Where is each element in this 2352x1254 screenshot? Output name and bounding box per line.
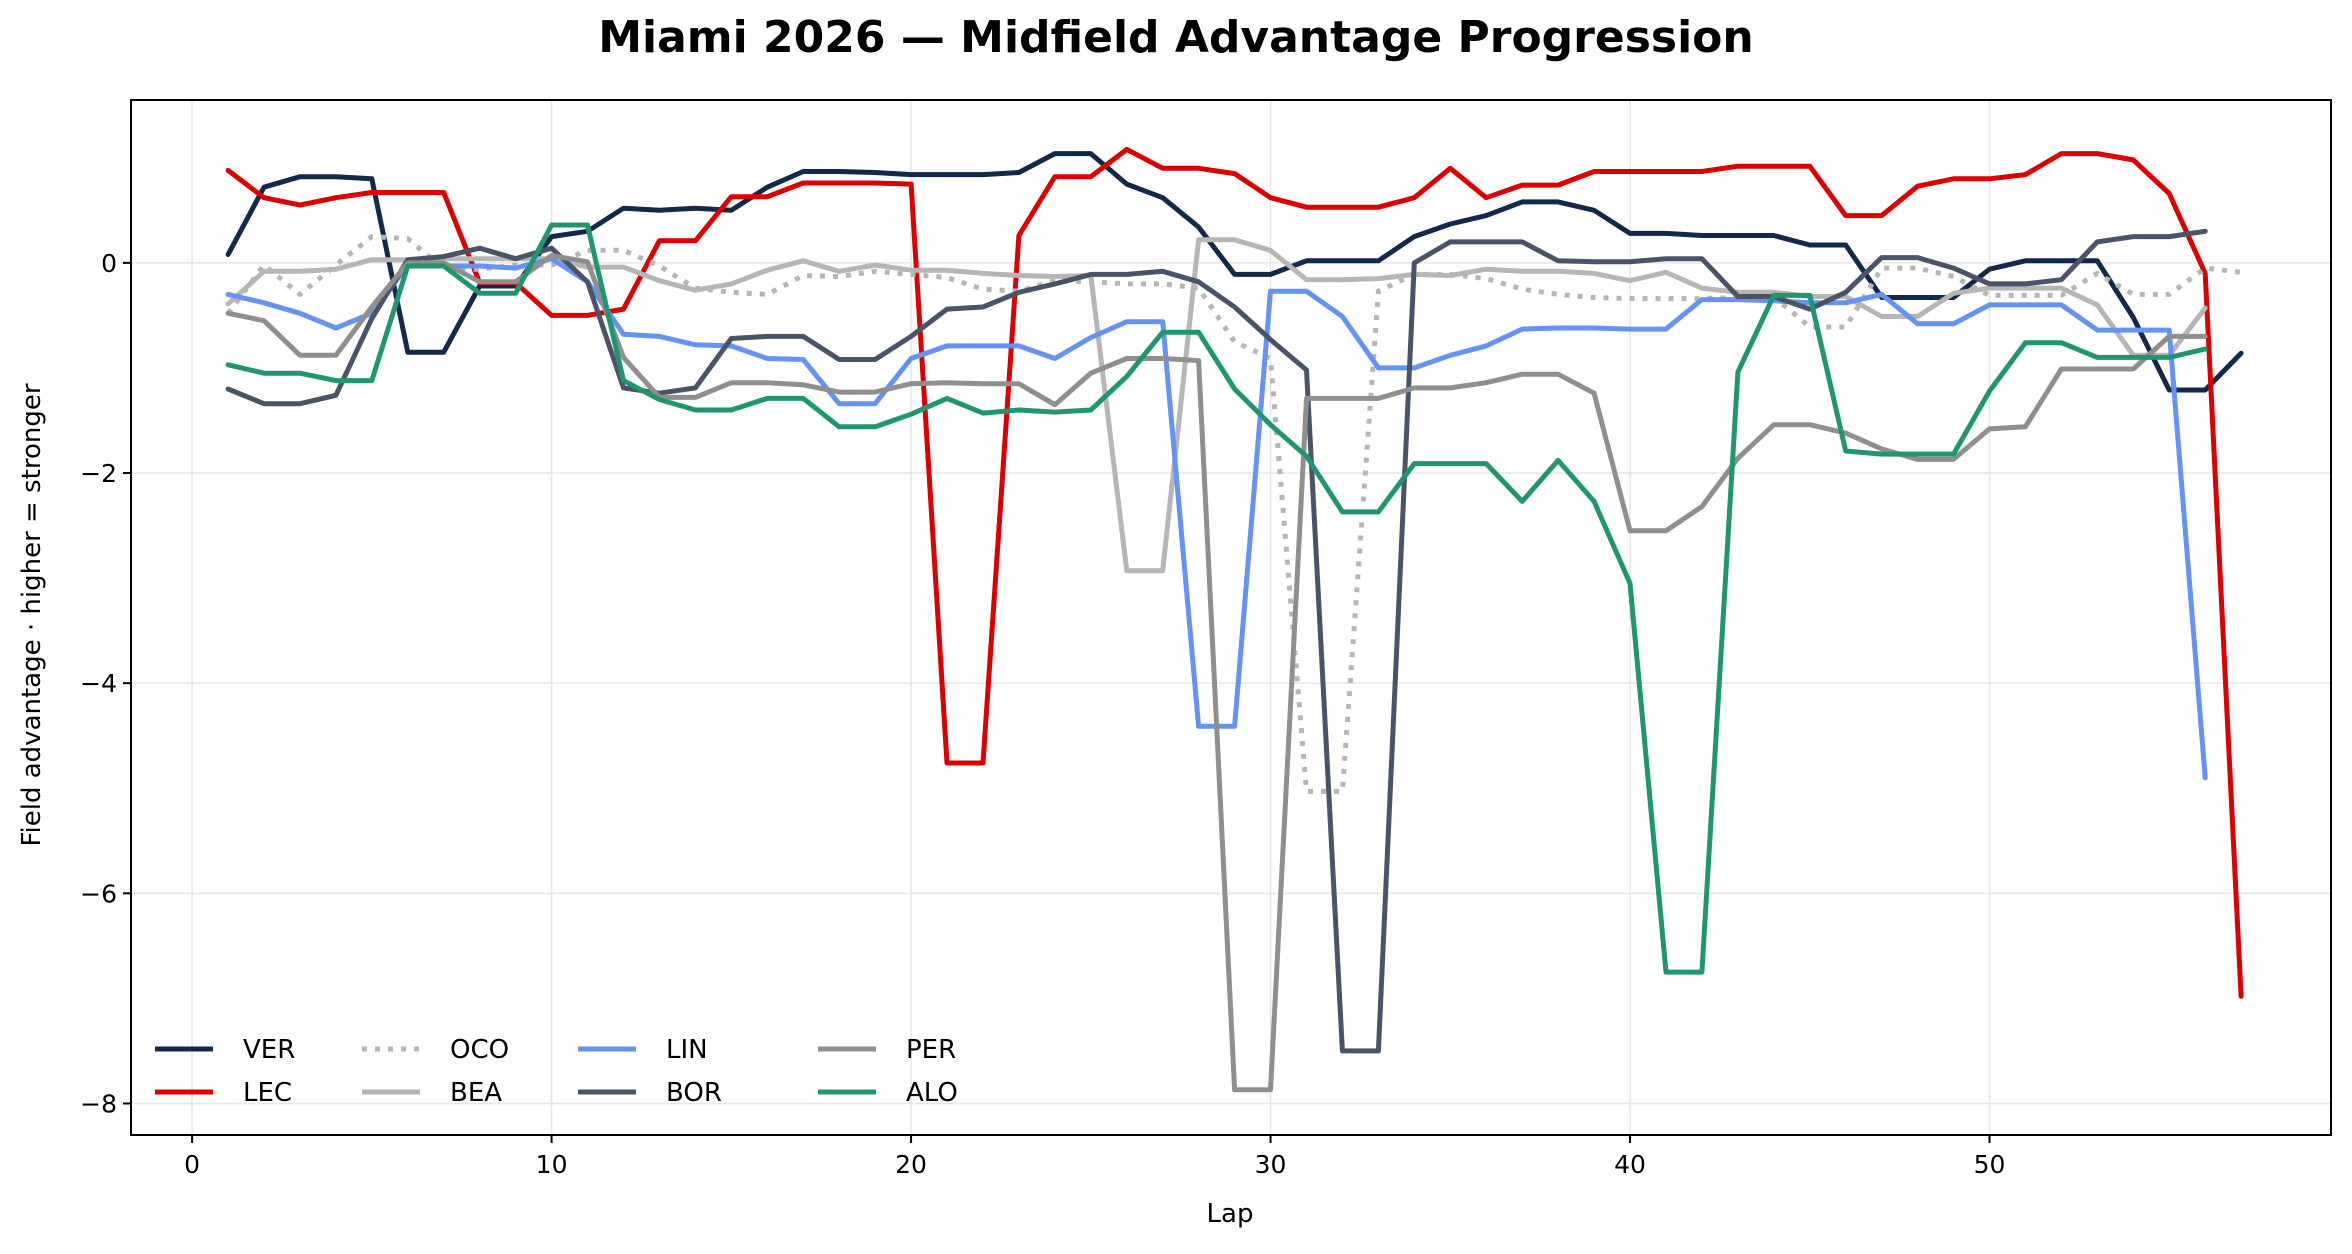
legend-label: VER [243, 1035, 295, 1065]
x-tick-label: 0 [184, 1150, 200, 1179]
chart-title: Miami 2026 — Midfield Advantage Progress… [598, 12, 1753, 63]
y-tick-label: −4 [80, 669, 117, 698]
y-tick-label: −6 [80, 879, 117, 908]
legend: VER LEC OCO BEA LIN BOR PER ALO [155, 1035, 958, 1108]
legend-item-ver: VER [155, 1035, 295, 1065]
series-line-per [225, 253, 2208, 1093]
x-tick-label: 20 [895, 1150, 927, 1179]
series-line-lec [225, 146, 2244, 999]
x-tick-label: 30 [1255, 1150, 1287, 1179]
legend-item-lin: LIN [578, 1035, 708, 1065]
legend-item-per: PER [818, 1035, 956, 1065]
legend-item-bor: BOR [578, 1078, 722, 1108]
x-tick-label: 50 [1974, 1150, 2006, 1179]
axis-ticks: 0 10 20 30 40 50 −8 −6 −4 −2 0 [80, 249, 2005, 1179]
x-axis-label: Lap [1207, 1199, 1254, 1229]
legend-item-bea: BEA [362, 1078, 502, 1108]
series-line-ver [225, 151, 2244, 393]
series-line-alo [225, 222, 2208, 975]
legend-label: PER [906, 1035, 956, 1065]
legend-item-lec: LEC [155, 1078, 292, 1108]
plot-frame [130, 99, 2332, 1136]
y-tick-label: −2 [80, 459, 117, 488]
series-layer [225, 146, 2244, 1093]
legend-item-oco: OCO [362, 1035, 509, 1065]
y-tick-label: −8 [80, 1089, 117, 1118]
series-line-bor [225, 228, 2208, 1054]
x-tick-label: 10 [536, 1150, 568, 1179]
legend-label: LIN [666, 1035, 708, 1065]
y-axis-label: Field advantage · higher = stronger [17, 383, 47, 846]
legend-label: BEA [450, 1078, 502, 1108]
legend-label: ALO [906, 1078, 958, 1108]
y-tick-label: 0 [101, 249, 117, 278]
x-tick-label: 40 [1614, 1150, 1646, 1179]
legend-label: BOR [666, 1078, 722, 1108]
legend-label: OCO [450, 1035, 509, 1065]
legend-item-alo: ALO [818, 1078, 958, 1108]
legend-label: LEC [243, 1078, 292, 1108]
